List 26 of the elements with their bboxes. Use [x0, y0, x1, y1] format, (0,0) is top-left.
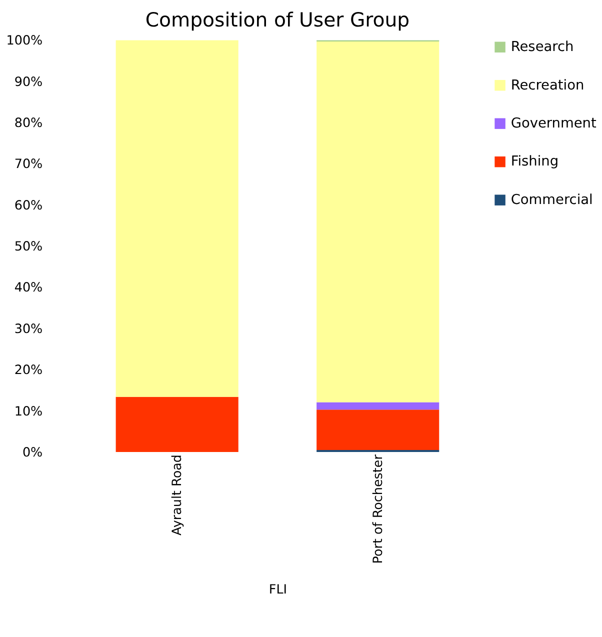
y-tick-label: 0% [22, 445, 43, 460]
y-tick-label: 30% [14, 322, 43, 337]
x-tick-label: Ayrault Road [170, 454, 186, 536]
legend-label: Fishing [510, 154, 559, 170]
y-tick-label: 60% [14, 198, 43, 214]
y-tick-label: 90% [14, 74, 43, 90]
y-tick-label: 80% [14, 116, 43, 132]
bar [316, 450, 440, 452]
legend-label: Commercial [510, 192, 593, 208]
y-tick-label: 40% [14, 280, 43, 296]
bar [116, 396, 238, 452]
y-tick-label: 50% [14, 240, 43, 255]
y-tick-label: 10% [14, 404, 43, 420]
chart-title: Composition of User Group [145, 8, 410, 32]
y-tick-label: 20% [14, 363, 43, 378]
x-tick-label: Port of Rochester [370, 454, 386, 564]
bar [116, 40, 238, 397]
bar [316, 410, 440, 450]
legend-label: Recreation [510, 77, 584, 94]
bar [316, 402, 440, 410]
y-tick-label: 70% [14, 157, 43, 172]
y-tick-label: 100% [6, 34, 43, 49]
legend-label: Government [510, 116, 597, 132]
bar [316, 41, 440, 402]
legend-label: Research [510, 39, 574, 56]
x-axis-title: FLI [268, 582, 288, 598]
